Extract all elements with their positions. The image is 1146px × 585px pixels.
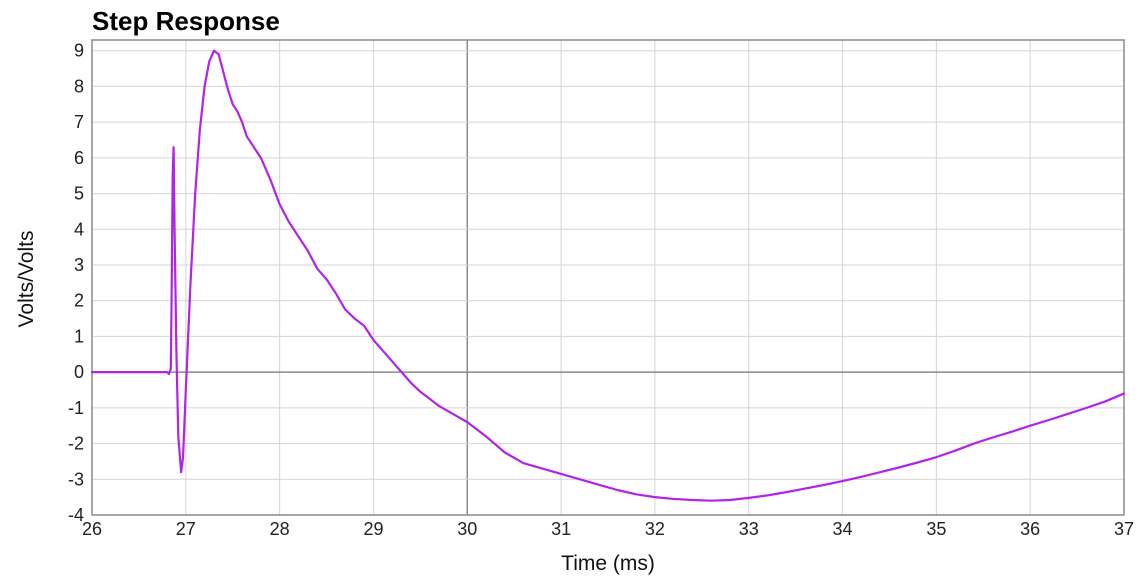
y-tick-label: 8 xyxy=(74,76,84,96)
x-tick-label: 33 xyxy=(739,519,759,539)
y-axis-label: Volts/Volts xyxy=(15,231,38,328)
x-tick-labels: 26 27 28 29 30 31 32 33 34 35 36 37 xyxy=(82,519,1134,539)
y-tick-labels: -4 -3 -2 -1 0 1 2 3 4 5 6 7 8 9 xyxy=(68,41,84,525)
grid xyxy=(91,40,1125,516)
x-tick-label: 27 xyxy=(176,519,196,539)
y-tick-label: 6 xyxy=(74,148,84,168)
chart-title: Step Response xyxy=(92,6,280,36)
series-line xyxy=(90,49,1126,502)
y-tick-label: 9 xyxy=(74,41,84,61)
y-tick-label: 7 xyxy=(74,112,84,132)
x-tick-label: 31 xyxy=(551,519,571,539)
x-tick-label: 35 xyxy=(926,519,946,539)
y-tick-label: -3 xyxy=(68,469,84,489)
x-tick-label: 36 xyxy=(1020,519,1040,539)
x-tick-label: 26 xyxy=(82,519,102,539)
plot-frame xyxy=(91,39,1125,516)
y-tick-label: 1 xyxy=(74,326,84,346)
series xyxy=(90,49,1126,502)
x-tick-label: 32 xyxy=(645,519,665,539)
y-tick-label: -2 xyxy=(68,434,84,454)
x-tick-label: 34 xyxy=(833,519,853,539)
x-tick-label: 37 xyxy=(1114,519,1134,539)
x-tick-label: 29 xyxy=(363,519,383,539)
y-tick-label: 0 xyxy=(74,362,84,382)
x-tick-label: 30 xyxy=(457,519,477,539)
y-tick-label: 4 xyxy=(74,219,84,239)
x-axis-label: Time (ms) xyxy=(561,552,655,575)
y-tick-label: -4 xyxy=(68,505,84,525)
y-tick-label: -1 xyxy=(68,398,84,418)
x-tick-label: 28 xyxy=(270,519,290,539)
y-tick-label: 3 xyxy=(74,255,84,275)
y-tick-label: 2 xyxy=(74,291,84,311)
y-tick-label: 5 xyxy=(74,184,84,204)
